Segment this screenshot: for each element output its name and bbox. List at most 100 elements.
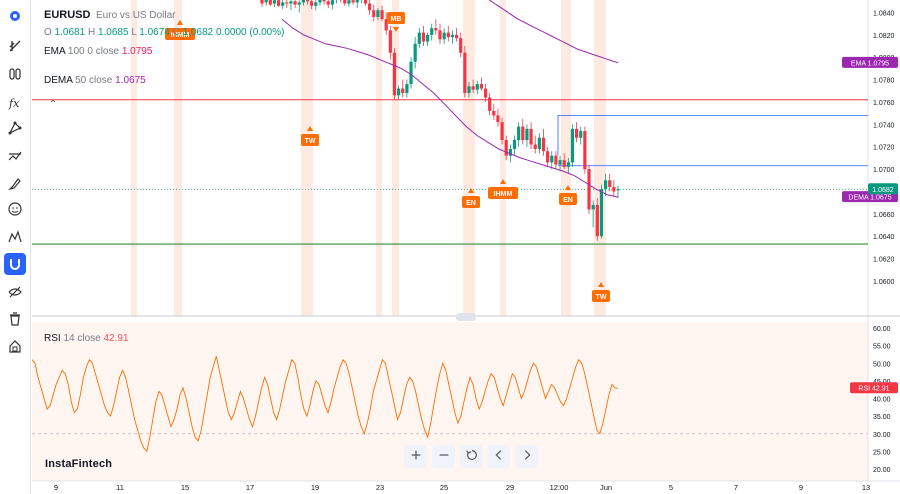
candle <box>276 0 281 7</box>
price-tick: 1.0640 <box>873 234 895 241</box>
zoom-in-button[interactable] <box>404 445 427 468</box>
price-label-last: 1.0682 <box>868 183 898 195</box>
scroll-right-button[interactable] <box>515 445 538 468</box>
candle <box>512 135 517 156</box>
ohlc-legend: O 1.0681 H 1.0685 L 1.0674 C 1.0682 0.00… <box>44 27 284 38</box>
ema-legend[interactable]: EMA 100 0 close 1.0795 <box>44 46 152 57</box>
candle <box>434 19 438 35</box>
rsi-tick: 50.00 <box>873 361 891 368</box>
scroll-left-button[interactable] <box>487 445 510 468</box>
price-tick: 1.0660 <box>873 212 895 219</box>
candle <box>488 93 492 116</box>
annotation-mb[interactable]: MB <box>387 12 405 32</box>
rsi-line[interactable] <box>31 356 619 453</box>
emoji-icon[interactable] <box>4 198 26 220</box>
price-label-ema: EMA 1.0795 <box>842 56 898 68</box>
dema-name: DEMA <box>44 75 73 86</box>
rsi-tick: 55.00 <box>873 344 891 351</box>
candle <box>421 25 426 47</box>
annotation-tw[interactable]: TW <box>592 282 610 302</box>
candle <box>326 0 330 8</box>
candle <box>289 0 293 11</box>
zoom-out-button[interactable] <box>432 445 455 468</box>
ohlc-value: 1.0674 <box>139 27 173 38</box>
annotation-ihmm[interactable]: IHMM <box>165 20 195 40</box>
rsi-tick: 40.00 <box>873 397 891 404</box>
shapes-icon[interactable] <box>4 117 26 139</box>
pane-resize-handle[interactable] <box>456 313 476 321</box>
reset-button[interactable] <box>460 445 483 468</box>
rsi-legend[interactable]: RSI 14 close 42.91 <box>44 333 129 344</box>
price-axis[interactable]: 1.08401.08201.08001.07801.07601.07401.07… <box>842 10 898 286</box>
candle <box>475 80 479 95</box>
time-tick: 9 <box>799 483 803 492</box>
rsi-tick: 35.00 <box>873 414 891 421</box>
annotation-en[interactable]: EN <box>462 188 480 208</box>
candle <box>314 0 318 11</box>
candle <box>471 79 475 94</box>
candle <box>599 184 604 239</box>
candle <box>558 155 562 172</box>
svg-text:IHMM: IHMM <box>171 32 190 39</box>
candle <box>583 126 587 174</box>
candle <box>430 23 434 41</box>
patterns-icon[interactable] <box>4 145 26 167</box>
svg-text:TW: TW <box>305 138 316 145</box>
price-tick: 1.0740 <box>873 122 895 129</box>
collapse-legend-button[interactable]: ⌃ <box>48 99 58 110</box>
fib-icon[interactable] <box>4 63 26 85</box>
signal-band <box>594 0 606 316</box>
measure-icon[interactable] <box>4 226 26 248</box>
candle <box>517 122 521 147</box>
trend-line-icon[interactable] <box>4 35 26 57</box>
candle <box>438 23 442 44</box>
candle <box>529 122 533 149</box>
candle <box>579 126 583 145</box>
magnet-icon[interactable] <box>4 253 26 275</box>
svg-text:1.0682: 1.0682 <box>872 187 894 194</box>
candle <box>608 173 612 192</box>
scroll-left-icon <box>492 448 506 465</box>
candle <box>417 28 421 49</box>
candle <box>566 157 570 174</box>
price-tick: 1.0720 <box>873 145 895 152</box>
time-tick: 15 <box>181 483 189 492</box>
eye-off-icon[interactable] <box>4 281 26 303</box>
time-tick: 9 <box>54 483 58 492</box>
rsi-axis[interactable]: 60.0055.0050.0045.0040.0035.0030.0025.00… <box>850 326 898 474</box>
scroll-right-icon <box>520 448 534 465</box>
annotation-ihmm[interactable]: IHMM <box>488 179 518 199</box>
ema-line[interactable] <box>458 0 619 64</box>
trash-icon[interactable] <box>4 308 26 330</box>
change-value: 0.0000 (0.00%) <box>216 27 285 38</box>
candle <box>293 0 297 8</box>
symbol-name: Euro vs US Dollar <box>96 10 176 21</box>
svg-text:RSI 42.91: RSI 42.91 <box>858 386 889 393</box>
signal-band <box>392 0 399 316</box>
dema-legend[interactable]: DEMA 50 close 1.0675 <box>44 75 146 86</box>
zoom-in-icon <box>409 448 423 465</box>
annotation-en[interactable]: EN <box>559 185 577 205</box>
candle <box>446 25 450 42</box>
time-axis[interactable]: 9 11 15 17 19 23 25 29 12:00 Jun 5 7 9 13 <box>54 483 870 492</box>
dema-line[interactable] <box>281 18 619 198</box>
candle <box>425 32 430 47</box>
candle <box>454 28 459 42</box>
rsi-tick: 20.00 <box>873 467 891 474</box>
cursor-icon[interactable] <box>4 5 26 27</box>
symbol[interactable]: EURUSD <box>44 9 91 21</box>
fx-icon[interactable]: fx <box>4 91 26 113</box>
annotation-tw[interactable]: TW <box>301 126 319 146</box>
candle <box>533 135 537 154</box>
brush-icon[interactable] <box>4 173 26 195</box>
lock-icon[interactable] <box>4 335 26 357</box>
candle <box>376 8 380 21</box>
candle <box>603 173 608 196</box>
candle <box>272 0 277 7</box>
ohlc-value: 1.0681 <box>54 27 88 38</box>
candle <box>355 0 359 8</box>
candle <box>450 30 455 44</box>
candle <box>525 124 529 147</box>
candle <box>380 5 384 22</box>
brand-logo: InstaFintech <box>45 458 113 470</box>
